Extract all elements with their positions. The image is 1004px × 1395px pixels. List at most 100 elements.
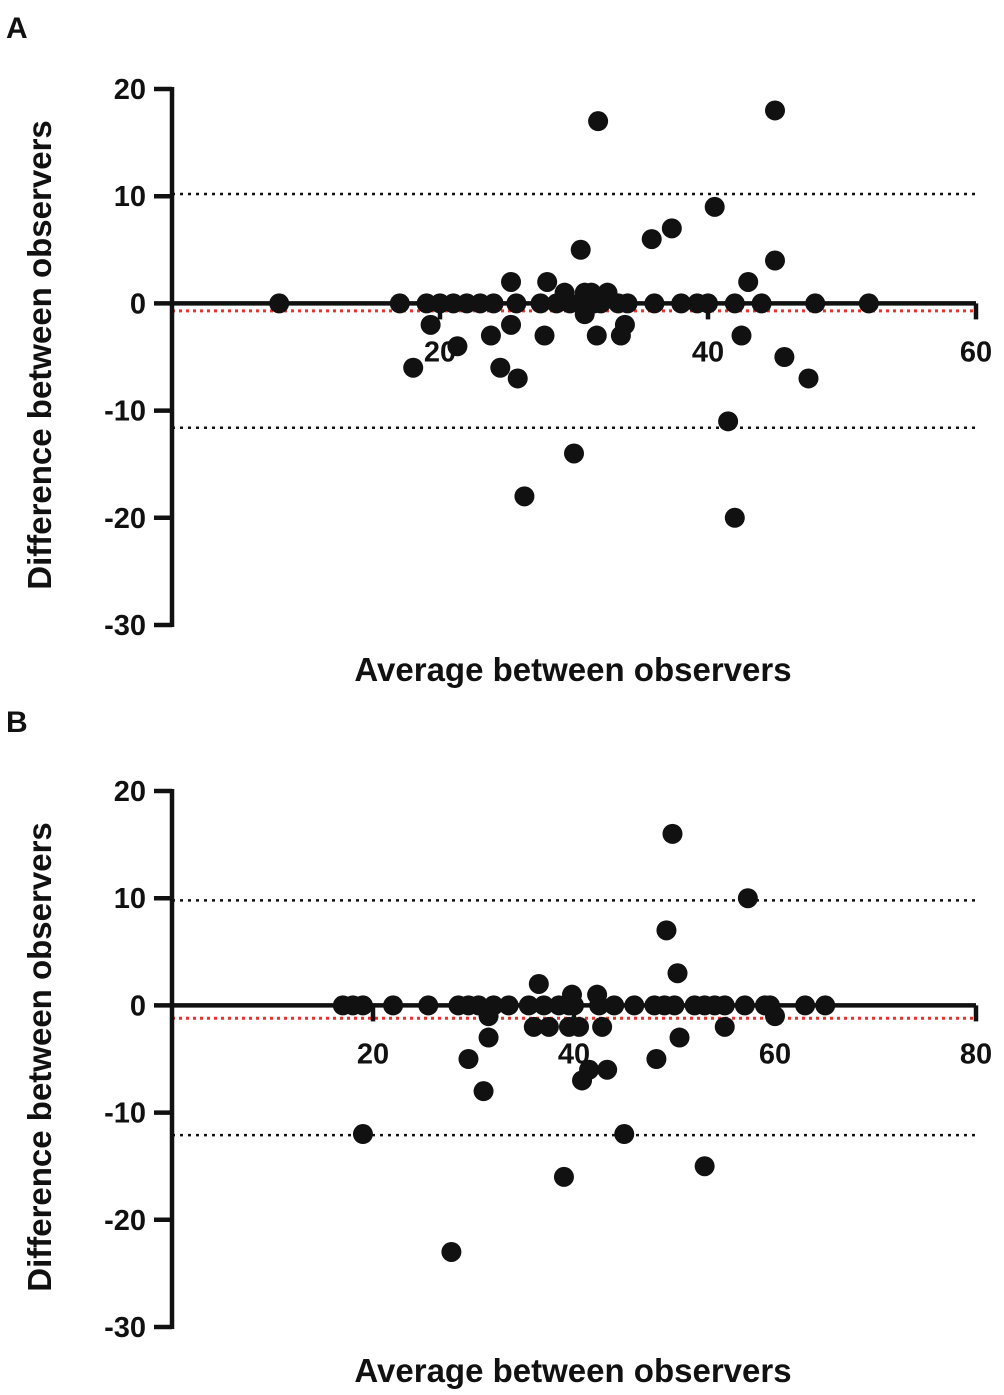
panel-b-data-point	[714, 995, 735, 1016]
panel-b-data-point	[694, 1156, 715, 1177]
panel-a-data-point	[564, 443, 584, 464]
panel-b-data-point	[734, 995, 755, 1016]
panel-a-data-point	[514, 486, 535, 507]
panel-a-axes	[169, 87, 976, 627]
panel-a-data-point	[751, 293, 772, 314]
panel-b-data-point	[418, 995, 439, 1016]
panel-a-data-point	[507, 368, 528, 389]
panel-a-data-point	[501, 271, 522, 292]
panel-a-data-point	[614, 314, 635, 335]
panel-a-data-point	[588, 111, 609, 132]
panel-a-data-point	[765, 250, 785, 271]
panel-a-data-point	[798, 368, 819, 389]
panel-b-data-point	[667, 963, 688, 984]
panel-b-y-tick-label: 0	[130, 990, 146, 1022]
panel-a-data-point	[537, 271, 558, 292]
panel-b-data-point	[473, 1081, 494, 1102]
panel-b-data-point	[614, 1124, 635, 1145]
panel-a-y-tick-label: -10	[104, 396, 146, 428]
panel-a-data-point	[483, 293, 504, 314]
panel-a-data-point	[389, 293, 410, 314]
panel-b-data-point	[553, 1166, 574, 1187]
panel-a-data-point	[805, 293, 826, 314]
panel-a-data-point	[858, 293, 879, 314]
panel-b-y-tick-label: -20	[104, 1205, 146, 1237]
panel-a-data-point	[586, 325, 607, 346]
panel-b-data-point	[352, 995, 373, 1016]
panel-b-data-point	[528, 973, 549, 994]
panel-b-data-point	[458, 1049, 479, 1069]
panel-b-data-point	[604, 995, 625, 1016]
panel-b-y-tick-label: 20	[114, 776, 146, 808]
panel-b-y-tick-label: -30	[104, 1312, 146, 1344]
panel-b-data-point	[483, 995, 504, 1016]
panel-a-data-point	[738, 271, 759, 292]
panel-a-data-point	[506, 293, 527, 314]
panel-b-points	[332, 823, 836, 1262]
panel-a-data-point	[765, 100, 785, 121]
panel-b-data-point	[579, 1059, 600, 1080]
panel-b-data-point	[815, 995, 836, 1016]
panel-b-x-tick-label: 80	[960, 1038, 992, 1070]
panel-b-data-point	[383, 995, 404, 1016]
panel-a-data-point	[644, 293, 665, 314]
panel-b-data-point	[624, 995, 645, 1016]
panel-a-x-tick-label: 60	[960, 336, 992, 368]
panel-a-letter: A	[6, 12, 28, 45]
panel-a-data-point	[501, 314, 522, 335]
panel-b-x-axis-title: Average between observers	[354, 1352, 791, 1389]
panel-b-data-point	[441, 1241, 462, 1262]
panel-b-data-point	[714, 1016, 735, 1037]
panel-b-y-tick-label: -10	[104, 1098, 146, 1130]
panel-b-y-tick-label: 10	[114, 883, 146, 915]
panel-a-data-point	[774, 347, 795, 367]
panel-a-y-axis-title: Difference between observers	[21, 120, 58, 590]
panel-b-data-point	[795, 995, 816, 1016]
panel-b-letter: B	[6, 706, 28, 739]
panel-b-data-point	[765, 1006, 785, 1027]
panel-a-data-point	[641, 229, 662, 250]
panel-b-data-point	[662, 823, 683, 844]
panel-b-data-point	[498, 995, 519, 1016]
panel-b-data-point	[478, 1027, 499, 1048]
panel-a-data-point	[570, 239, 591, 260]
panel-a-y-tick-label: -20	[104, 503, 146, 535]
panel-a-x-axis-title: Average between observers	[354, 651, 791, 688]
panel-b-x-tick-label: 60	[759, 1038, 791, 1070]
panel-b-data-point	[664, 995, 685, 1016]
panel-b-data-point	[669, 1027, 690, 1048]
panel-a-points	[269, 100, 879, 528]
panel-a-data-point	[731, 325, 752, 346]
panel-b-data-point	[597, 1059, 618, 1080]
panel-b-x-tick-label: 20	[357, 1038, 389, 1070]
panel-a-y-tick-label: 20	[114, 74, 146, 106]
panel-a-data-point	[447, 336, 468, 357]
panel-a-data-point	[490, 357, 511, 378]
panel-a-y-tick-label: 0	[130, 288, 146, 320]
panel-a-data-point	[269, 293, 290, 314]
panel-a-x-tick-label: 40	[692, 336, 724, 368]
panel-a-data-point	[661, 218, 682, 239]
panel-a-data-point	[724, 507, 745, 528]
panel-b-data-point	[592, 1016, 613, 1037]
panel-b-data-point	[538, 1016, 559, 1037]
panel-b-data-point	[589, 995, 610, 1016]
panel-b-y-axis-title: Difference between observers	[21, 822, 58, 1292]
panel-a-data-point	[704, 196, 725, 217]
panel-b-data-point	[523, 1016, 544, 1037]
panel-a-data-point	[671, 293, 692, 314]
panel-b-data-point	[564, 995, 584, 1016]
panel-b-data-point	[352, 1124, 373, 1145]
panel-a-data-point	[617, 293, 638, 314]
panel-b-data-point	[646, 1049, 667, 1069]
panel-a-y-tick-label: -30	[104, 610, 146, 642]
panel-b-data-point	[569, 1016, 590, 1037]
panel-a-data-point	[718, 411, 739, 432]
panel-b-data-point	[737, 888, 758, 909]
panel-b-data-point	[656, 920, 677, 941]
panel-b-data-point	[533, 995, 554, 1016]
panel-a-data-point	[403, 357, 424, 378]
